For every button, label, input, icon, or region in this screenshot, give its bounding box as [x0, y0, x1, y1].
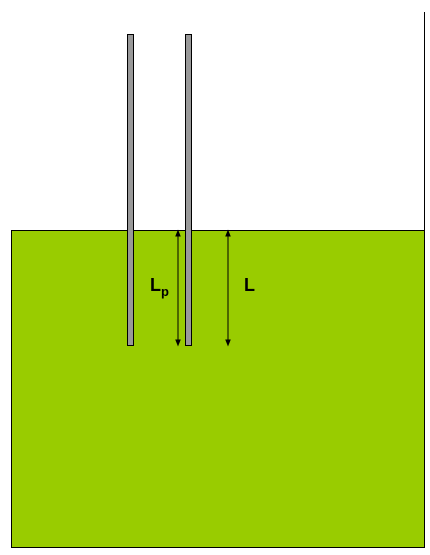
liquid-body: [11, 230, 425, 548]
rod-right: [185, 34, 192, 346]
lp-label: Lp: [150, 275, 169, 299]
l-label: L: [244, 275, 255, 295]
rod-left: [127, 34, 134, 346]
lp-label-main: L: [150, 275, 161, 295]
lp-label-subscript: p: [161, 284, 169, 299]
